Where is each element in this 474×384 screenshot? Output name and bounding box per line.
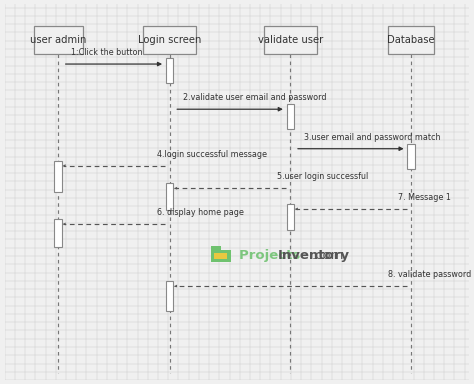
Text: 5.user login successful: 5.user login successful: [277, 172, 368, 182]
Bar: [55, 219, 62, 247]
Bar: [388, 26, 434, 53]
Text: 6. display home page: 6. display home page: [157, 208, 244, 217]
Text: 4.login successful message: 4.login successful message: [157, 150, 267, 159]
Text: user admin: user admin: [30, 35, 86, 45]
Bar: [214, 253, 227, 259]
Text: 8. validate password match: 8. validate password match: [388, 270, 474, 279]
Text: Inventory: Inventory: [277, 250, 349, 263]
Text: 2.validate user email and password: 2.validate user email and password: [183, 93, 327, 103]
Bar: [143, 26, 196, 53]
Bar: [166, 183, 173, 210]
Bar: [287, 204, 294, 230]
Bar: [34, 26, 82, 53]
Bar: [264, 26, 317, 53]
Text: validate user: validate user: [258, 35, 323, 45]
Text: Login screen: Login screen: [138, 35, 201, 45]
Bar: [211, 250, 231, 262]
Text: 3.user email and password match: 3.user email and password match: [304, 133, 440, 142]
Text: 1:Click the button: 1:Click the button: [71, 48, 143, 57]
Bar: [55, 161, 62, 192]
Bar: [166, 58, 173, 83]
Bar: [408, 144, 415, 169]
Bar: [211, 246, 221, 250]
Bar: [287, 104, 294, 129]
Bar: [166, 281, 173, 311]
Text: 7. Message 1: 7. Message 1: [398, 193, 450, 202]
Text: .com: .com: [311, 250, 344, 263]
Text: Database: Database: [387, 35, 435, 45]
Text: Projects: Projects: [239, 250, 305, 263]
